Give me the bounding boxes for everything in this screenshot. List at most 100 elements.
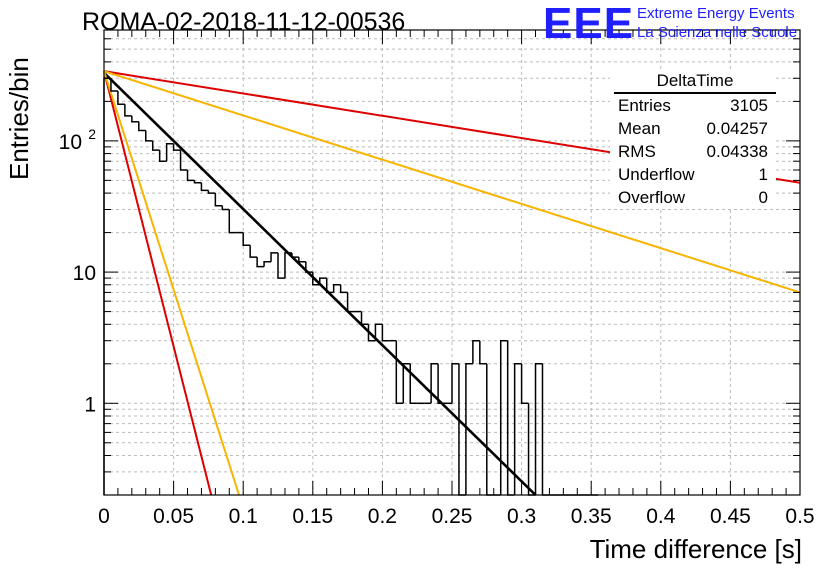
- histogram-bin: [465, 363, 473, 495]
- x-tick-label: 0.5: [785, 505, 814, 528]
- histogram-bin: [165, 143, 174, 162]
- histogram-bin: [520, 363, 529, 405]
- histogram-bin: [312, 272, 320, 286]
- stats-row: Underflow 1: [610, 163, 776, 186]
- histogram-bin: [541, 363, 550, 496]
- histogram-bin: [402, 363, 411, 404]
- stats-value: 0.04338: [706, 142, 768, 161]
- histogram-bin: [179, 150, 188, 171]
- y-tick-exponent: 2: [88, 126, 96, 142]
- axis-layer: [103, 29, 801, 496]
- histogram-bin: [172, 143, 181, 151]
- histogram-bin: [186, 169, 195, 182]
- y-axis-title: Entries/bin: [4, 57, 34, 180]
- histogram-bin: [200, 182, 209, 192]
- histogram-bin: [409, 363, 418, 405]
- stats-row: Entries 3105: [610, 94, 776, 117]
- logo-line-2: La Scienza nelle Scuole: [637, 24, 798, 41]
- stats-label: Mean: [618, 119, 661, 138]
- eee-logo: EEE: [543, 0, 635, 48]
- histogram-bin: [319, 277, 327, 285]
- histogram-bin: [374, 323, 383, 341]
- histogram-bin: [332, 284, 341, 293]
- reference-curve: [103, 70, 801, 294]
- histogram-bin: [124, 104, 132, 117]
- histogram-bin: [256, 257, 265, 268]
- stats-label: RMS: [618, 142, 656, 161]
- histogram-bin: [207, 190, 216, 194]
- plot-title: ROMA-02-2018-11-12-00536: [82, 8, 406, 36]
- histogram-bin: [325, 278, 334, 294]
- histogram-bin: [249, 245, 258, 258]
- stats-value: 0.04257: [706, 119, 768, 138]
- y-tick-label: 1: [84, 393, 96, 416]
- histogram-bin: [437, 363, 446, 405]
- x-tick-label: 0.35: [571, 505, 612, 528]
- histogram-bin: [291, 252, 299, 258]
- histogram-bin: [458, 363, 466, 496]
- curve-layer: [103, 70, 801, 496]
- histogram-bin: [430, 363, 439, 404]
- histogram-bin: [117, 90, 125, 106]
- x-tick-label: 0.2: [368, 505, 397, 528]
- histogram-bin: [131, 115, 139, 123]
- histogram-bin: [110, 78, 118, 92]
- histogram-bin: [527, 403, 536, 496]
- histogram-bin: [339, 284, 348, 294]
- histogram-bin: [451, 363, 459, 404]
- y-tick-label: 10: [73, 262, 96, 285]
- stats-label: Overflow: [618, 188, 686, 207]
- histogram-bin: [270, 252, 278, 262]
- plot-frame: [103, 29, 801, 496]
- histogram-bin: [479, 340, 487, 365]
- reference-curve: [103, 70, 213, 496]
- histogram-bin: [214, 193, 223, 207]
- histogram-bin: [193, 180, 202, 184]
- histogram-bin: [263, 260, 272, 267]
- histogram-bin: [298, 257, 306, 263]
- stats-value: 3105: [730, 96, 768, 115]
- histogram-bin: [158, 150, 167, 162]
- reference-curve: [103, 70, 240, 496]
- histogram-bin: [242, 232, 251, 247]
- logo-line-1: Extreme Energy Events: [637, 5, 795, 22]
- histogram-bin: [277, 252, 285, 279]
- histogram-bin: [228, 209, 237, 234]
- x-tick-label: 0.3: [507, 505, 536, 528]
- histogram-bin: [145, 130, 153, 142]
- logo-caption: Extreme Energy Events La Scienza nelle S…: [637, 4, 797, 42]
- stats-value: 1: [758, 165, 768, 184]
- stats-label: Entries: [618, 96, 671, 115]
- stats-value: 0: [758, 188, 768, 207]
- x-tick-label: 0.15: [292, 505, 333, 528]
- stats-row: Mean 0.04257: [610, 117, 776, 140]
- x-tick-label: 0.4: [646, 505, 676, 528]
- histogram-bin: [534, 363, 543, 495]
- y-tick-label: 10: [59, 131, 82, 154]
- x-tick-label: 0.45: [710, 505, 751, 528]
- histogram-bin: [499, 339, 508, 495]
- histogram-bin: [284, 252, 292, 279]
- stats-label: Underflow: [618, 165, 695, 184]
- histogram-bin: [346, 292, 355, 313]
- x-axis-title: Time difference [s]: [589, 534, 802, 564]
- histogram-bin: [305, 261, 313, 273]
- histogram-bin: [221, 205, 230, 211]
- stats-box: DeltaTime Entries 3105 Mean 0.04257 RMS 0.0…: [610, 70, 776, 209]
- x-tick-label: 0.25: [432, 505, 473, 528]
- x-tick-label: 0.1: [229, 505, 258, 528]
- tick-label-layer: 0 0.05 0.1 0.15 0.2 0.25 0.3 0.35 0.4 0.45 0.51101…: [59, 126, 815, 528]
- histogram-bin: [472, 339, 480, 364]
- histogram-bin: [367, 324, 376, 342]
- histogram-bin: [360, 311, 369, 326]
- stats-title: DeltaTime: [614, 70, 776, 94]
- x-tick-label: 0.05: [153, 505, 194, 528]
- histogram-bin: [395, 340, 404, 405]
- histogram-bin: [486, 363, 494, 496]
- histogram-bin: [138, 121, 146, 132]
- histogram-bin: [151, 140, 160, 151]
- histogram-bin: [381, 324, 390, 342]
- x-tick-label: 0: [98, 505, 110, 528]
- histogram-bin: [513, 363, 522, 495]
